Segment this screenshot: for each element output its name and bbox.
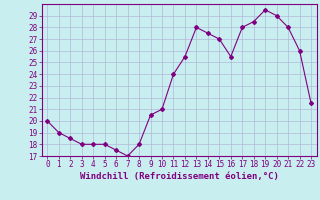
X-axis label: Windchill (Refroidissement éolien,°C): Windchill (Refroidissement éolien,°C) xyxy=(80,172,279,181)
